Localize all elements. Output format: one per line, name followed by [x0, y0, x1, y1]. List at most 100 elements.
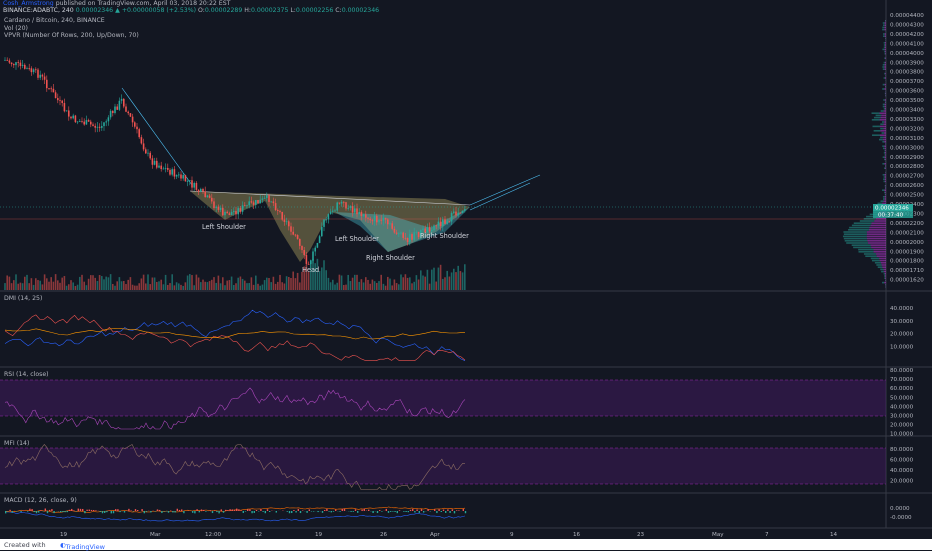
vpvr-down — [882, 266, 886, 268]
volume-bar — [356, 275, 358, 290]
vpvr-up — [885, 93, 886, 95]
vpvr-down — [885, 44, 886, 46]
vpvr-down — [884, 121, 886, 123]
vpvr-up — [883, 156, 885, 158]
candle-body — [26, 68, 28, 69]
volume-bar — [220, 283, 222, 290]
candle-body — [295, 235, 297, 236]
candle-body — [253, 202, 255, 204]
candle-body — [156, 161, 158, 168]
candle-body — [347, 208, 349, 209]
volume-bar — [55, 274, 57, 290]
vpvr-down — [885, 84, 886, 86]
tradingview-logo[interactable]: ◐ TradingView — [60, 541, 66, 549]
price-badge-text: 0.00002346 — [875, 206, 909, 212]
macd-histogram-bar — [463, 509, 464, 511]
macd-histogram-bar — [262, 511, 263, 512]
macd-histogram-bar — [381, 511, 382, 512]
volume-bar — [37, 280, 39, 290]
candle-body — [394, 229, 396, 233]
volume-bar — [97, 281, 99, 290]
vpvr-down — [885, 33, 886, 35]
rsi-band — [0, 380, 886, 416]
volume-bar — [240, 277, 242, 290]
vpvr-up — [883, 33, 885, 35]
vpvr-down — [881, 115, 886, 117]
macd-histogram-bar — [298, 509, 299, 511]
macd-histogram-bar — [192, 511, 193, 513]
vpvr-up — [872, 134, 880, 136]
candle-body — [101, 126, 103, 128]
candle-body — [42, 75, 44, 77]
candle-body — [411, 234, 413, 240]
candle-body — [383, 218, 385, 221]
vpvr-down — [885, 176, 886, 178]
candle-body — [176, 175, 178, 177]
vpvr-up — [883, 68, 885, 70]
candle-body — [130, 113, 132, 116]
volume-bar — [251, 277, 253, 290]
candle-body — [264, 198, 266, 199]
macd-histogram-bar — [276, 511, 277, 513]
price-tick: 0.00003500 — [890, 98, 924, 104]
vpvr-down — [885, 51, 886, 53]
candle-body — [317, 243, 319, 248]
candle-body — [321, 227, 323, 236]
volume-bar — [110, 274, 112, 290]
macd-histogram-bar — [71, 509, 72, 511]
volume-bar — [347, 275, 349, 290]
vpvr-up — [883, 35, 885, 37]
price-tick: 0.00001710 — [890, 268, 924, 274]
vpvr-up — [883, 106, 885, 108]
candle-body — [50, 88, 52, 89]
candle-body — [376, 216, 378, 222]
volume-bar — [264, 280, 266, 290]
candle-body — [310, 261, 312, 265]
vpvr-up — [884, 44, 885, 46]
macd-histogram-bar — [344, 509, 345, 511]
volume-bar — [202, 280, 204, 290]
macd-histogram-bar — [45, 509, 46, 511]
vpvr-down — [871, 247, 886, 249]
candle-body — [259, 200, 261, 204]
candle-body — [215, 207, 217, 208]
volume-bar — [363, 282, 365, 290]
candle-body — [218, 207, 220, 210]
vpvr-up — [884, 62, 885, 64]
vpvr-up — [885, 165, 886, 167]
chart-canvas[interactable]: Left Shoulder Head Left Shoulder Right S… — [0, 0, 932, 539]
vpvr-up — [883, 104, 885, 106]
candle-body — [387, 220, 389, 225]
vpvr-up — [872, 119, 880, 121]
macd-histogram-bar — [212, 511, 213, 513]
candle-body — [202, 189, 204, 191]
time-tick: May — [712, 532, 724, 538]
candle-body — [169, 170, 171, 175]
price-tick: 0.00002500 — [890, 193, 924, 199]
volume-bar — [154, 277, 156, 290]
candle-body — [308, 264, 310, 265]
candle-body — [378, 220, 380, 222]
candle-body — [46, 80, 48, 88]
candle-body — [273, 201, 275, 203]
macd-histogram-bar — [289, 511, 290, 513]
candle-body — [158, 166, 160, 168]
vpvr-down — [880, 126, 886, 128]
candle-body — [119, 101, 121, 110]
vpvr-up — [885, 194, 886, 196]
macd-histogram-bar — [236, 509, 237, 511]
vpvr-up — [878, 203, 883, 205]
candle-body — [314, 248, 316, 252]
vpvr-down — [882, 264, 886, 266]
price-tick: 0.00004400 — [890, 13, 924, 19]
vpvr-up — [884, 42, 885, 44]
candle-body — [116, 107, 118, 110]
volume-bar — [35, 278, 37, 290]
macd-histogram-bar — [137, 510, 138, 511]
volume-bar — [453, 269, 455, 290]
vpvr-up — [864, 218, 876, 220]
volume-bar — [394, 279, 396, 290]
volume-bar — [70, 280, 72, 290]
vpvr-up — [849, 227, 869, 229]
volume-bar — [255, 276, 257, 290]
